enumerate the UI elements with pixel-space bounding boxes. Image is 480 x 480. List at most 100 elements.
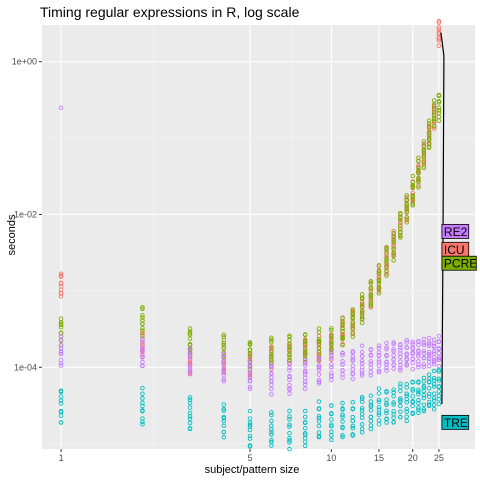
point-tre: [421, 395, 427, 401]
point-re2: [436, 345, 442, 351]
point-tre: [436, 401, 442, 407]
point-re2: [187, 362, 193, 368]
point-re2: [421, 351, 427, 356]
point-re2: [58, 333, 64, 339]
point-tre: [316, 415, 322, 421]
point-re2: [384, 345, 389, 350]
point-pcre: [187, 347, 193, 352]
point-pcre: [302, 350, 308, 355]
point-tre: [398, 381, 403, 386]
point-tre: [140, 385, 145, 391]
point-re2: [391, 347, 396, 352]
point-pcre: [376, 286, 382, 292]
point-pcre: [421, 165, 427, 170]
point-pcre: [410, 203, 415, 208]
point-re2: [404, 338, 409, 343]
point-re2: [302, 386, 308, 391]
point-tre: [58, 408, 64, 414]
point-pcre: [404, 215, 409, 220]
point-re2: [316, 365, 322, 370]
point-tre: [421, 383, 427, 389]
point-re2: [269, 392, 274, 397]
point-tre: [287, 435, 292, 441]
point-pcre: [329, 326, 334, 331]
point-tre: [398, 409, 403, 414]
point-pcre: [410, 201, 415, 206]
point-icu: [384, 266, 389, 271]
point-re2: [421, 364, 427, 370]
point-tre: [368, 399, 374, 404]
point-pcre: [410, 182, 415, 188]
point-re2: [359, 343, 365, 349]
point-tre: [316, 414, 322, 419]
point-re2: [140, 337, 145, 342]
point-pcre: [350, 330, 356, 336]
point-tre: [340, 434, 345, 440]
point-tre: [436, 369, 442, 374]
point-tre: [187, 405, 193, 410]
point-re2: [404, 363, 409, 368]
point-pcre: [391, 231, 396, 236]
label-icu: ICU: [444, 243, 465, 257]
point-tre: [359, 422, 365, 427]
point-tre: [350, 400, 356, 405]
point-re2: [410, 339, 415, 345]
point-tre: [350, 432, 356, 437]
point-re2: [426, 340, 432, 345]
point-pcre: [384, 245, 389, 251]
point-pcre: [316, 336, 322, 342]
x-tick-label: 1: [59, 453, 64, 463]
point-pcre: [391, 258, 396, 263]
point-tre: [436, 376, 442, 382]
point-tre: [221, 434, 227, 440]
point-re2: [247, 384, 253, 390]
point-tre: [391, 387, 396, 392]
point-pcre: [431, 124, 437, 129]
point-re2: [391, 357, 396, 363]
point-icu: [58, 290, 64, 296]
x-axis: 1 5 10 15 20 25: [59, 449, 444, 463]
point-tre: [287, 446, 292, 452]
point-pcre: [287, 344, 292, 350]
point-pcre: [187, 329, 193, 334]
point-pcre: [221, 334, 227, 340]
point-tre: [302, 408, 308, 414]
point-tre: [421, 408, 427, 414]
point-re2: [431, 358, 437, 363]
point-tre: [426, 379, 432, 384]
point-tre: [269, 423, 274, 428]
point-re2: [421, 342, 427, 348]
point-re2: [410, 366, 415, 372]
point-pcre: [359, 308, 365, 314]
point-pcre: [416, 155, 421, 161]
point-pcre: [316, 341, 322, 346]
point-re2: [350, 354, 356, 359]
point-re2: [431, 349, 437, 354]
point-tre: [436, 378, 442, 383]
point-pcre: [140, 326, 145, 331]
point-tre: [221, 423, 227, 429]
point-tre: [436, 393, 442, 398]
point-icu: [316, 351, 322, 357]
point-pcre: [350, 326, 356, 331]
point-tre: [350, 406, 356, 411]
point-re2: [58, 357, 64, 363]
point-icu: [426, 123, 432, 128]
point-pcre: [340, 334, 345, 340]
point-pcre: [269, 345, 274, 351]
point-re2: [384, 352, 389, 358]
point-pcre: [140, 315, 145, 320]
point-re2: [431, 351, 437, 356]
point-re2: [316, 367, 322, 373]
point-pcre: [436, 110, 442, 116]
point-re2: [384, 368, 389, 373]
point-tre: [368, 423, 374, 428]
point-icu: [140, 341, 145, 347]
point-pcre: [416, 165, 421, 170]
point-pcre: [368, 293, 374, 299]
point-re2: [316, 356, 322, 361]
point-tre: [269, 438, 274, 443]
point-icu: [58, 280, 64, 286]
point-pcre: [329, 338, 334, 343]
point-pcre: [287, 353, 292, 358]
